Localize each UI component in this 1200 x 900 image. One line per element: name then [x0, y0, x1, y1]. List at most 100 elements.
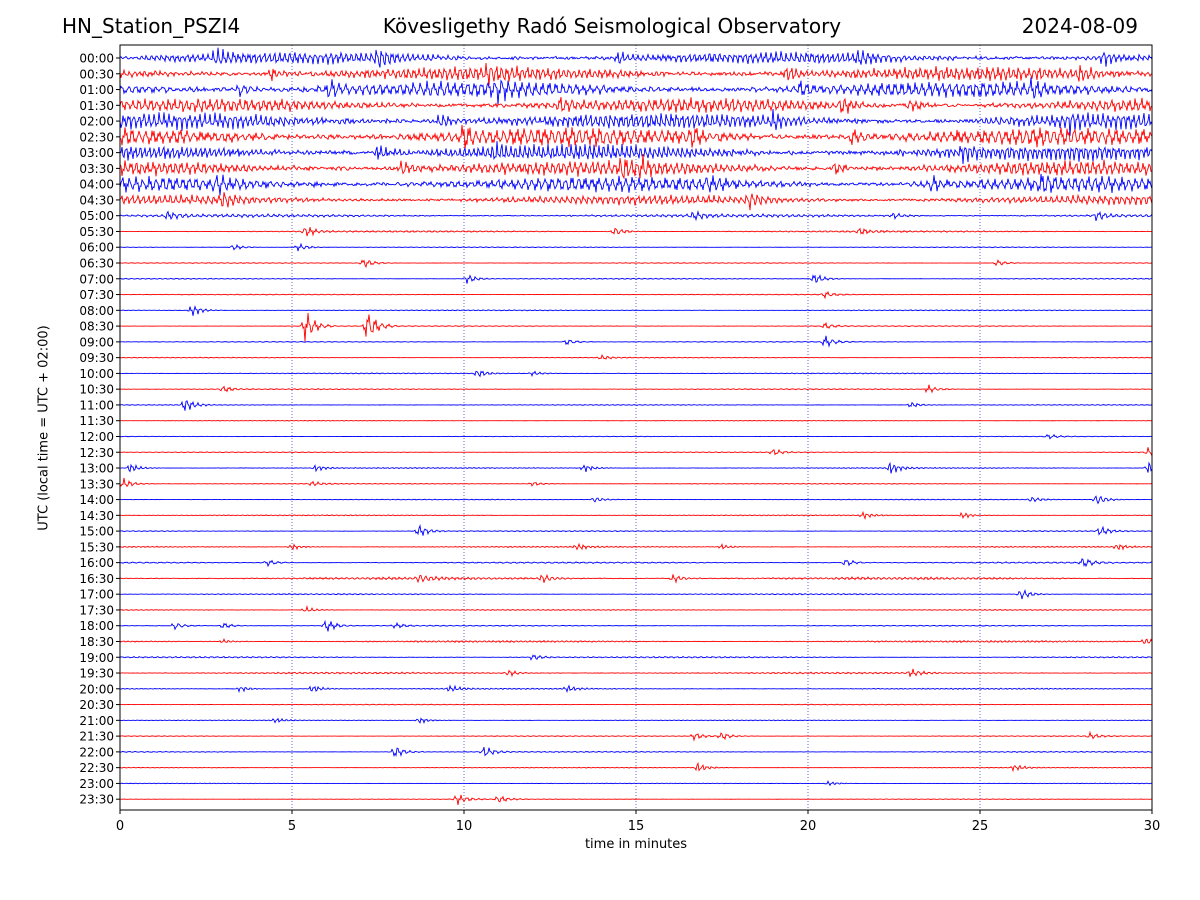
trace-0800	[119, 305, 1153, 316]
trace-0000	[119, 47, 1153, 68]
x-tick-label: 5	[288, 819, 296, 834]
trace-1830	[119, 637, 1153, 645]
y-tick-label: 07:30	[79, 288, 114, 302]
y-tick-label: 05:00	[79, 209, 114, 223]
y-tick-label: 09:00	[79, 335, 114, 349]
trace-0430	[119, 192, 1153, 211]
trace-1030	[119, 384, 1153, 394]
trace-1730	[119, 605, 1153, 612]
trace-2000	[119, 684, 1153, 694]
trace-2230	[119, 761, 1153, 773]
trace-1200	[119, 433, 1152, 440]
trace-0300	[119, 141, 1153, 165]
trace-1430	[119, 510, 1153, 520]
y-tick-label: 01:00	[79, 83, 114, 97]
y-tick-label: 19:30	[79, 667, 114, 681]
trace-0100	[119, 77, 1153, 106]
x-tick-label: 25	[972, 819, 989, 834]
y-tick-label: 14:00	[79, 493, 114, 507]
trace-0930	[119, 354, 1153, 360]
y-tick-label: 06:30	[79, 257, 114, 271]
trace-0500	[119, 210, 1153, 222]
trace-0730	[119, 290, 1153, 300]
x-tick-label: 0	[116, 819, 124, 834]
trace-0900	[119, 335, 1153, 348]
y-tick-label: 10:30	[79, 383, 114, 397]
trace-1330	[119, 477, 1153, 488]
x-tick-label: 30	[1144, 819, 1161, 834]
trace-1100	[119, 400, 1153, 411]
y-tick-label: 02:00	[79, 115, 114, 129]
y-tick-label: 04:00	[79, 178, 114, 192]
trace-0130	[119, 96, 1153, 114]
trace-0830	[119, 313, 1153, 342]
trace-2100	[119, 717, 1153, 724]
y-tick-label: 19:00	[79, 651, 114, 665]
y-tick-label: 00:00	[79, 52, 114, 66]
y-tick-label: 11:00	[79, 398, 114, 412]
station-title: HN_Station_PSZI4	[62, 14, 241, 38]
x-tick-label: 10	[456, 819, 473, 834]
trace-1900	[119, 654, 1153, 661]
observatory-title: Kövesligethy Radó Seismological Observat…	[382, 14, 842, 38]
trace-0600	[119, 242, 1153, 252]
trace-1230	[119, 447, 1153, 456]
y-tick-label: 02:30	[79, 130, 114, 144]
y-tick-label: 01:30	[79, 99, 114, 113]
y-tick-label: 07:00	[79, 272, 114, 286]
trace-0200	[119, 109, 1153, 136]
y-tick-label: 22:00	[79, 745, 114, 759]
trace-0630	[119, 259, 1153, 269]
y-tick-label: 23:00	[79, 777, 114, 791]
trace-1530	[119, 542, 1153, 551]
y-tick-label: 17:00	[79, 588, 114, 602]
y-tick-label: 15:30	[79, 540, 114, 554]
trace-1000	[119, 370, 1153, 378]
y-tick-label: 15:00	[79, 525, 114, 539]
trace-0230	[119, 124, 1153, 150]
y-tick-label: 20:30	[79, 698, 114, 712]
y-tick-label: 05:30	[79, 225, 114, 239]
y-tick-label: 11:30	[79, 414, 114, 428]
trace-0530	[119, 227, 1153, 237]
y-tick-label: 21:30	[79, 730, 114, 744]
trace-1400	[119, 495, 1153, 505]
trace-2130	[119, 730, 1153, 742]
y-tick-label: 08:00	[79, 304, 114, 318]
y-tick-label: 09:30	[79, 351, 114, 365]
trace-2030	[119, 703, 1153, 706]
trace-0400	[119, 173, 1153, 196]
trace-1300	[119, 461, 1153, 474]
x-axis-label: time in minutes	[584, 837, 688, 852]
trace-2330	[119, 794, 1153, 806]
y-tick-label: 16:30	[79, 572, 114, 586]
trace-2300	[119, 780, 1153, 787]
trace-1930	[119, 668, 1153, 678]
y-tick-label: 04:30	[79, 193, 114, 207]
trace-1700	[119, 588, 1153, 600]
y-tick-label: 06:00	[79, 241, 114, 255]
y-tick-label: 17:30	[79, 603, 114, 617]
trace-0700	[119, 274, 1153, 284]
trace-1800	[119, 619, 1153, 632]
y-tick-label: 00:30	[79, 67, 114, 81]
trace-1130	[119, 419, 1153, 422]
y-tick-label: 23:30	[79, 793, 114, 807]
y-tick-label: 08:30	[79, 320, 114, 334]
x-tick-label: 15	[628, 819, 645, 834]
y-tick-label: 03:30	[79, 162, 114, 176]
y-tick-label: 12:00	[79, 430, 114, 444]
y-tick-label: 22:30	[79, 761, 114, 775]
y-tick-label: 14:30	[79, 509, 114, 523]
trace-1630	[119, 573, 1153, 584]
trace-2200	[119, 747, 1153, 758]
y-tick-label: 16:00	[79, 556, 114, 570]
y-axis-label: UTC (local time = UTC + 02:00)	[36, 325, 52, 531]
date-title: 2024-08-09	[1021, 14, 1138, 38]
y-tick-label: 18:00	[79, 619, 114, 633]
trace-1500	[119, 524, 1153, 536]
trace-1600	[119, 558, 1153, 568]
x-tick-label: 20	[800, 819, 817, 834]
y-tick-label: 13:30	[79, 477, 114, 491]
